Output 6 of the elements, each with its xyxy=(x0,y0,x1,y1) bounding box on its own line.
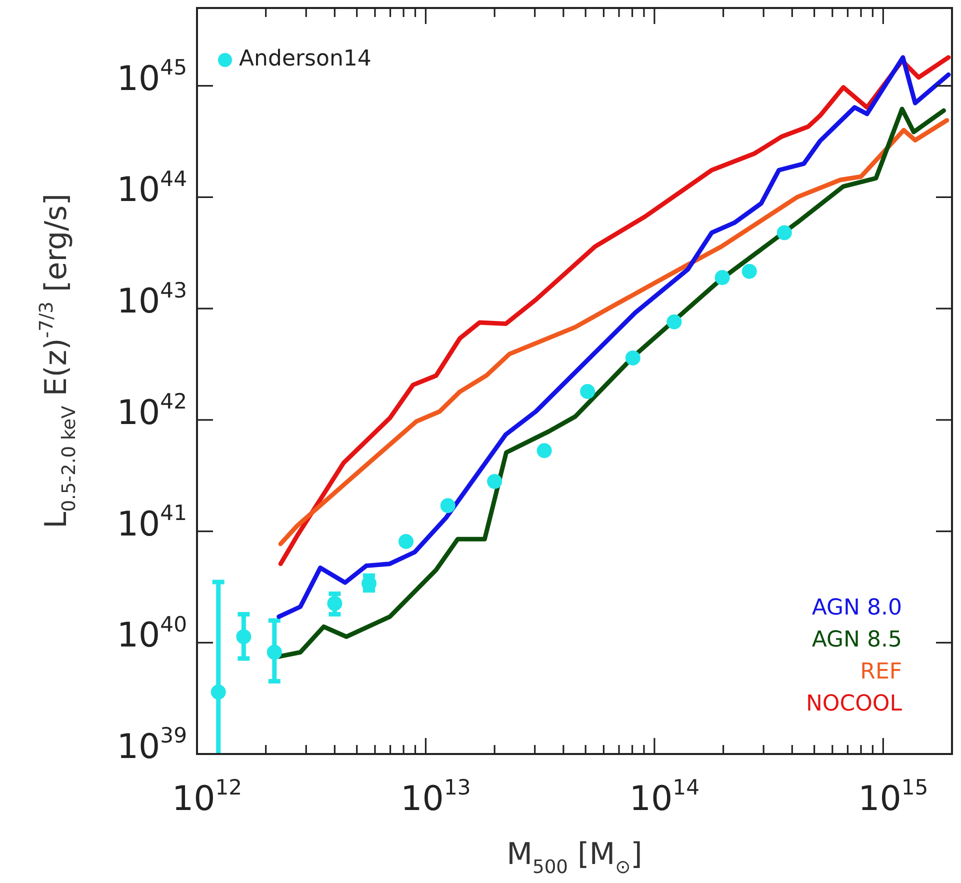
legend-label: Anderson14 xyxy=(239,46,372,72)
y-axis-title: L0.5-2.0 keV E(z)-7/3 [erg/s] xyxy=(36,193,80,529)
text: AGN 8.5 xyxy=(812,628,902,653)
text: NOCOOL xyxy=(806,692,903,717)
text: REF xyxy=(860,660,902,685)
text: AGN 8.0 xyxy=(812,596,902,621)
